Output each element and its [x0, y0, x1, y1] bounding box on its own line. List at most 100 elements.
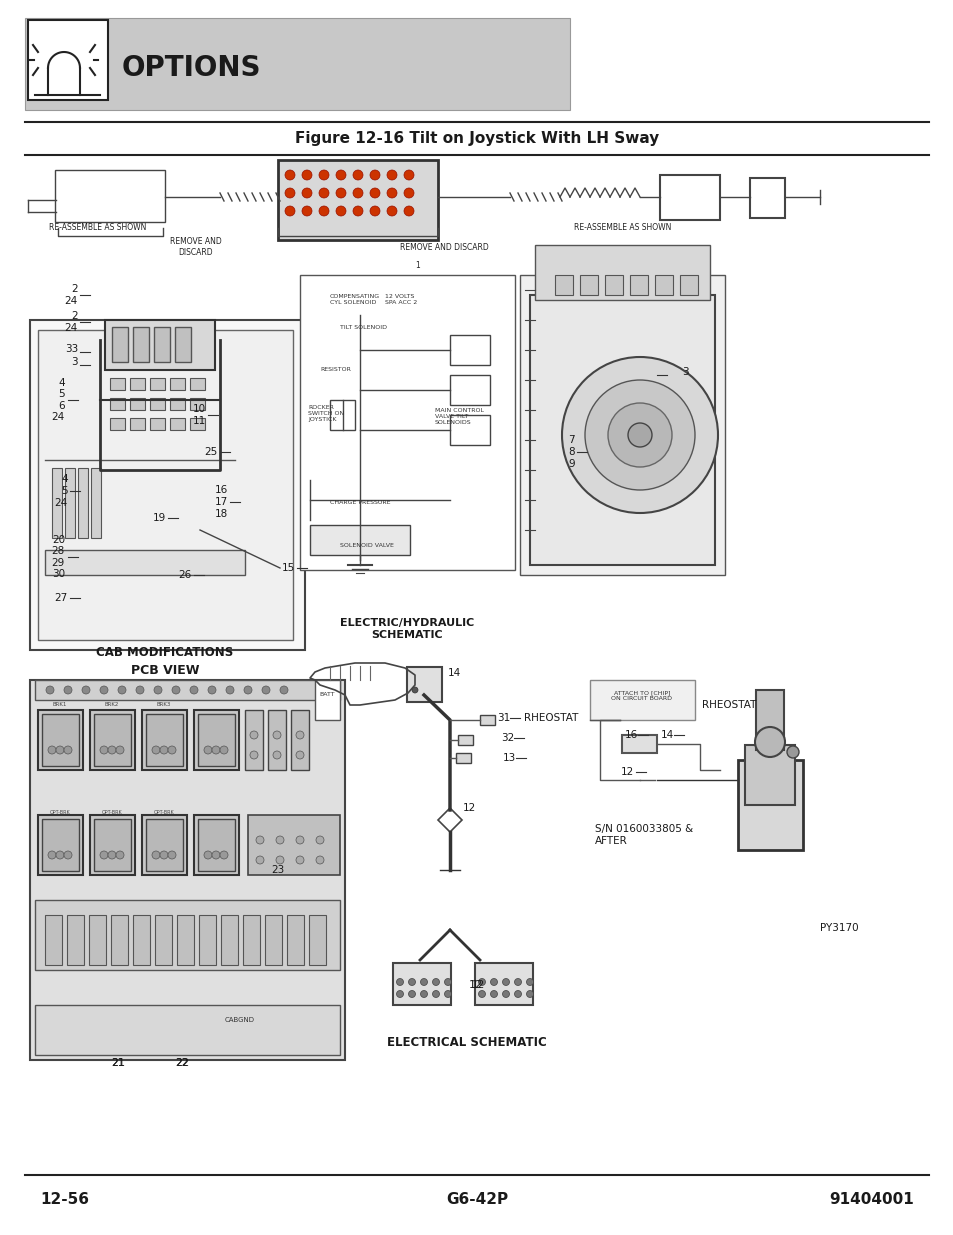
Bar	[154, 915, 172, 965]
Bar	[479, 715, 495, 725]
Bar	[90, 710, 135, 769]
Bar	[190, 417, 205, 430]
Circle shape	[318, 206, 329, 216]
Circle shape	[250, 751, 257, 760]
Circle shape	[315, 856, 324, 864]
Bar	[277, 161, 437, 240]
Bar	[450, 375, 490, 405]
Bar	[450, 415, 490, 445]
Text: 26: 26	[178, 571, 192, 580]
Circle shape	[387, 170, 396, 180]
Bar	[629, 275, 647, 295]
Circle shape	[108, 851, 116, 860]
Circle shape	[754, 727, 784, 757]
Bar	[94, 714, 131, 766]
Bar	[35, 900, 339, 969]
Bar	[330, 400, 355, 430]
Circle shape	[208, 685, 215, 694]
Bar	[132, 915, 150, 965]
Bar	[110, 378, 125, 390]
Bar	[248, 815, 339, 876]
Circle shape	[370, 170, 379, 180]
Bar	[35, 1005, 339, 1055]
Circle shape	[302, 188, 312, 198]
Bar	[25, 19, 569, 110]
Bar	[199, 915, 215, 965]
Bar	[28, 20, 108, 100]
Text: 12: 12	[472, 981, 485, 990]
Text: 31: 31	[497, 713, 510, 722]
Circle shape	[152, 746, 160, 755]
Circle shape	[561, 357, 718, 513]
Text: 21: 21	[111, 1058, 125, 1068]
Circle shape	[190, 685, 198, 694]
Circle shape	[387, 206, 396, 216]
Bar	[38, 330, 293, 640]
Text: 25: 25	[205, 447, 218, 457]
Text: 2
24: 2 24	[65, 311, 78, 332]
Bar	[309, 915, 326, 965]
Circle shape	[116, 851, 124, 860]
Bar	[655, 275, 672, 295]
Circle shape	[420, 990, 427, 998]
Text: 91404001: 91404001	[828, 1193, 913, 1208]
Circle shape	[56, 851, 64, 860]
Bar	[604, 275, 622, 295]
Bar	[30, 680, 345, 1060]
Circle shape	[100, 746, 108, 755]
Text: 20
28
29
30: 20 28 29 30	[51, 535, 65, 579]
Circle shape	[403, 206, 414, 216]
Bar	[130, 378, 145, 390]
Circle shape	[168, 746, 175, 755]
Text: MAIN CONTROL
VALVE TILT
SOLENOIDS: MAIN CONTROL VALVE TILT SOLENOIDS	[435, 408, 483, 425]
Text: 7
8
9: 7 8 9	[568, 436, 575, 468]
Bar	[744, 745, 794, 805]
Circle shape	[48, 746, 56, 755]
Bar	[38, 710, 83, 769]
Bar	[310, 525, 410, 555]
Text: REMOVE AND
DISCARD: REMOVE AND DISCARD	[170, 237, 222, 257]
Bar	[42, 819, 79, 871]
Text: ROCKER
SWITCH ON
JOYSTICK: ROCKER SWITCH ON JOYSTICK	[308, 405, 344, 421]
Circle shape	[627, 424, 651, 447]
Bar	[150, 378, 165, 390]
Bar	[91, 468, 101, 538]
Text: ATTACH TO [CHIP]
ON CIRCUIT BOARD: ATTACH TO [CHIP] ON CIRCUIT BOARD	[611, 690, 672, 701]
Circle shape	[353, 188, 363, 198]
Circle shape	[273, 751, 281, 760]
Circle shape	[302, 206, 312, 216]
Text: 15: 15	[281, 563, 294, 573]
Circle shape	[262, 685, 270, 694]
Circle shape	[285, 170, 294, 180]
Text: RESISTOR: RESISTOR	[319, 367, 351, 372]
Bar	[265, 915, 282, 965]
Text: 23: 23	[272, 864, 285, 876]
Circle shape	[478, 978, 485, 986]
Bar	[130, 398, 145, 410]
Circle shape	[285, 188, 294, 198]
Text: 3: 3	[681, 367, 688, 377]
Circle shape	[370, 206, 379, 216]
Text: 12 VOLTS
SPA ACC 2: 12 VOLTS SPA ACC 2	[385, 294, 416, 305]
Bar	[111, 915, 128, 965]
Circle shape	[387, 188, 396, 198]
Circle shape	[275, 856, 284, 864]
Circle shape	[108, 746, 116, 755]
Bar	[193, 710, 239, 769]
Bar	[132, 327, 149, 362]
Text: BRK3: BRK3	[156, 703, 171, 708]
Text: BRK1: BRK1	[52, 703, 67, 708]
Circle shape	[275, 836, 284, 844]
Circle shape	[490, 978, 497, 986]
Bar	[243, 915, 260, 965]
Circle shape	[64, 685, 71, 694]
Text: ELECTRIC/HYDRAULIC
SCHEMATIC: ELECTRIC/HYDRAULIC SCHEMATIC	[339, 618, 474, 640]
Text: 16
17
18: 16 17 18	[214, 485, 228, 519]
Circle shape	[172, 685, 180, 694]
Bar	[90, 815, 135, 876]
Bar	[555, 275, 573, 295]
Circle shape	[118, 685, 126, 694]
Bar	[755, 690, 783, 750]
Bar	[89, 915, 106, 965]
Bar	[407, 667, 441, 701]
